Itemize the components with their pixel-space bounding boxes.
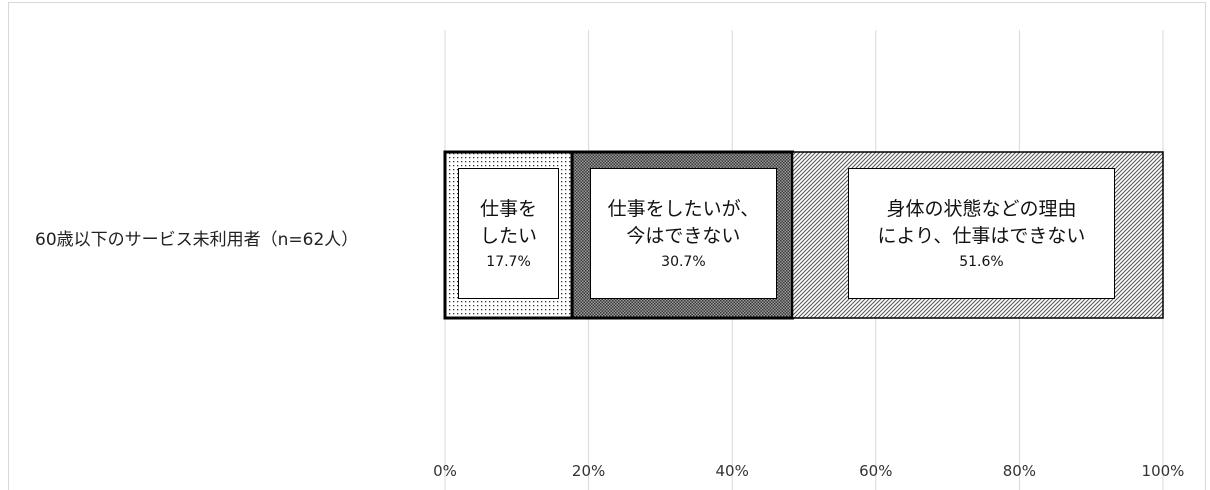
- chart-frame: [8, 2, 1206, 490]
- segment-value: 17.7%: [486, 253, 531, 270]
- segment-value: 30.7%: [661, 253, 706, 270]
- segment-data-label-1: 仕事を したい 17.7%: [457, 168, 560, 299]
- x-tick-label: 20%: [571, 462, 606, 480]
- segment-value: 51.6%: [959, 253, 1004, 270]
- category-label: 60歳以下のサービス未利用者（n=62人）: [35, 230, 359, 250]
- segment-name: 仕事を したい: [480, 197, 538, 247]
- x-tick-label: 60%: [859, 462, 893, 480]
- x-tick-label: 40%: [715, 462, 749, 480]
- segment-name: 身体の状態などの理由 により、仕事はできない: [877, 197, 1086, 247]
- segment-name: 仕事をしたいが、 今はできない: [607, 197, 760, 247]
- segment-data-label-2: 仕事をしたいが、 今はできない 30.7%: [589, 168, 778, 299]
- segment-data-label-3: 身体の状態などの理由 により、仕事はできない 51.6%: [848, 168, 1115, 299]
- x-tick-label: 0%: [433, 462, 457, 480]
- x-tick-label: 80%: [1002, 462, 1037, 480]
- x-tick-label: 100%: [1141, 462, 1185, 480]
